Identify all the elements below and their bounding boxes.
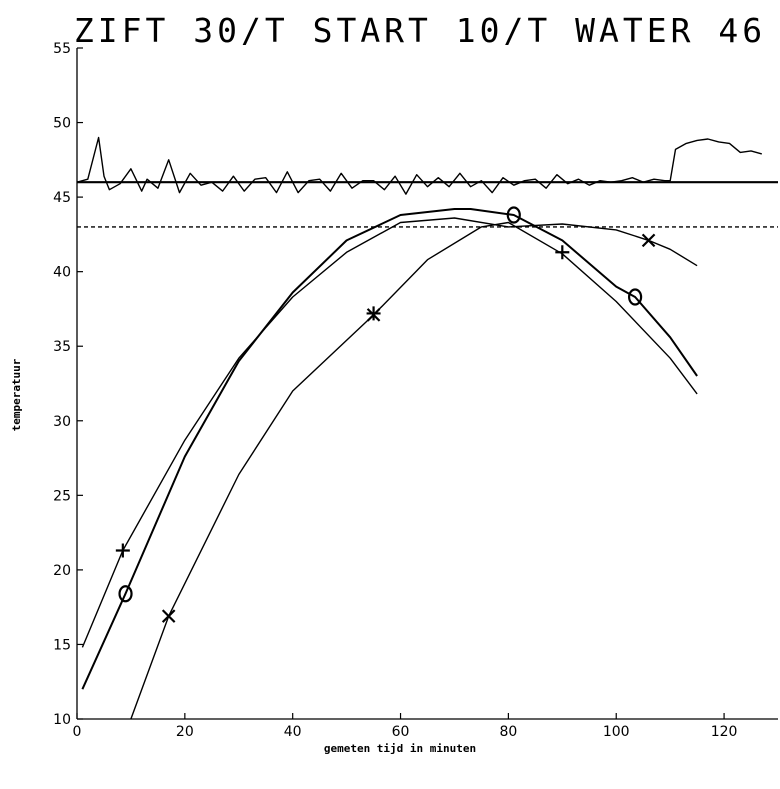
series-line-1 (81, 217, 698, 648)
markers-group (115, 206, 656, 623)
x-tick-label: 100 (603, 724, 630, 740)
y-tick-label: 50 (53, 116, 71, 132)
y-axis-label: temperatuur (10, 358, 23, 431)
x-tick-label: 40 (284, 724, 302, 740)
series-line-2 (81, 208, 698, 690)
marker-x (641, 233, 656, 248)
marker-circle (118, 585, 133, 603)
x-tick-label: 20 (176, 724, 194, 740)
series-group (76, 136, 762, 720)
marker-plus (555, 245, 570, 260)
y-tick-label: 10 (53, 712, 71, 728)
reference-lines (77, 181, 778, 228)
x-tick-label: 80 (499, 724, 517, 740)
x-axis-label: gemeten tijd in minuten (324, 742, 476, 755)
y-tick-label: 25 (53, 488, 71, 504)
x-tick-label: 0 (73, 724, 82, 740)
axes: 10 15 20 25 30 35 40 45 50 55 0 20 40 60 80 100 120 (53, 41, 778, 740)
y-tick-label: 35 (53, 339, 71, 355)
y-tick-label: 20 (53, 563, 71, 579)
marker-circle (506, 206, 521, 224)
marker-x (366, 308, 381, 322)
y-tick-label: 55 (53, 41, 71, 57)
marker-x (161, 609, 176, 623)
y-tick-label: 45 (53, 190, 71, 206)
series-line-4 (76, 136, 762, 195)
y-tick-label: 30 (53, 414, 71, 430)
y-tick-label: 40 (53, 265, 71, 281)
x-tick-label: 60 (392, 724, 410, 740)
chart-title: ZIFT 30/T START 10/T WATER 46 (74, 11, 766, 50)
series-line-3 (130, 221, 698, 720)
x-tick-label: 120 (711, 724, 738, 740)
marker-circle (628, 288, 643, 306)
marker-plus (115, 543, 130, 558)
y-tick-label: 15 (53, 637, 71, 653)
